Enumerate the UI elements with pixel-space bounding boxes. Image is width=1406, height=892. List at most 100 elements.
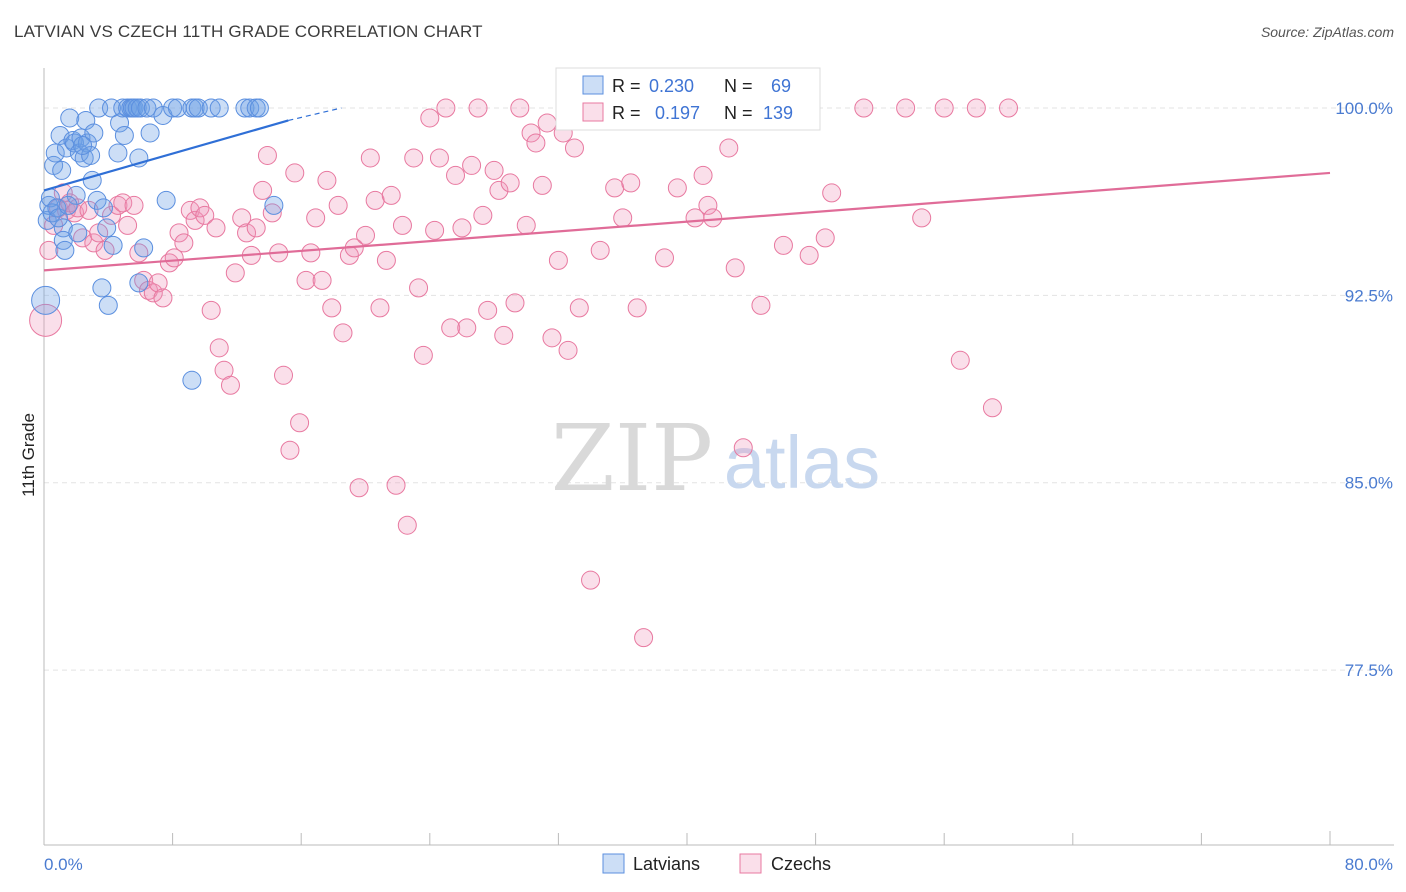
series-latvians — [31, 98, 284, 390]
czech-point-119 — [703, 208, 723, 228]
y-tick-label-2: 85.0% — [1345, 474, 1393, 493]
chart-title: LATVIAN VS CZECH 11TH GRADE CORRELATION … — [14, 22, 483, 41]
czech-point-75 — [425, 220, 445, 240]
legend-n-label-blue: N = — [724, 76, 753, 96]
latvian-point-66 — [73, 135, 93, 155]
czech-point-68 — [386, 475, 406, 495]
czech-point-33 — [201, 300, 221, 320]
legend-swatch-pink — [582, 102, 604, 122]
czech-point-76 — [429, 148, 449, 168]
czech-point-137 — [966, 98, 986, 118]
legend-r-label-blue: R = — [612, 76, 641, 96]
czech-point-77 — [436, 98, 456, 118]
latvian-point-63 — [182, 370, 202, 390]
czech-point-85 — [478, 300, 498, 320]
czech-point-84 — [473, 205, 493, 225]
czech-point-50 — [290, 413, 310, 433]
czech-point-123 — [733, 438, 753, 458]
czech-trend-line — [43, 171, 1331, 272]
latvian-point-67 — [48, 208, 68, 228]
czech-point-63 — [360, 148, 380, 168]
latvian-point-9 — [52, 160, 72, 180]
czech-point-43 — [253, 180, 273, 200]
czech-point-134 — [912, 208, 932, 228]
czech-point-51 — [296, 270, 316, 290]
czech-point-118 — [698, 195, 718, 215]
legend-r-label-pink: R = — [612, 103, 641, 123]
czech-point-87 — [489, 180, 509, 200]
latvian-point-14 — [60, 108, 80, 128]
czech-point-20 — [134, 270, 154, 290]
czech-point-136 — [950, 350, 970, 370]
latvian-point-61 — [264, 195, 284, 215]
latvian-point-7 — [47, 198, 67, 218]
czech-point-139 — [982, 398, 1002, 418]
czech-point-26 — [164, 248, 184, 268]
series-czechs — [29, 98, 1018, 648]
czech-point-57 — [328, 195, 348, 215]
czech-point-23 — [148, 273, 168, 293]
latvian-point-60 — [249, 98, 269, 118]
latvian-point-0 — [31, 285, 61, 315]
czech-point-37 — [220, 375, 240, 395]
legend-swatch-blue — [582, 75, 604, 95]
czech-point-22 — [143, 283, 163, 303]
czech-point-132 — [854, 98, 874, 118]
czech-point-95 — [532, 175, 552, 195]
czech-point-56 — [322, 298, 342, 318]
czech-point-47 — [274, 365, 294, 385]
czech-point-104 — [590, 240, 610, 260]
czech-point-103 — [581, 570, 601, 590]
latvian-point-55 — [201, 98, 221, 118]
x-tick-label-min: 0.0% — [44, 855, 83, 874]
bottom-legend-label-latvians: Latvians — [633, 854, 700, 874]
czech-point-52 — [301, 243, 321, 263]
bottom-legend-swatch-czechs — [739, 853, 762, 874]
czech-point-133 — [896, 98, 916, 118]
czech-point-117 — [693, 165, 713, 185]
czech-point-89 — [500, 173, 520, 193]
czech-point-48 — [280, 440, 300, 460]
bottom-legend: Latvians Czechs — [602, 853, 831, 874]
czech-point-72 — [409, 278, 429, 298]
czech-point-100 — [558, 340, 578, 360]
czech-point-38 — [225, 263, 245, 283]
legend-n-label-pink: N = — [724, 103, 753, 123]
czech-point-53 — [306, 208, 326, 228]
czech-point-18 — [124, 195, 144, 215]
czech-point-83 — [468, 98, 488, 118]
y-tick-label-1: 92.5% — [1345, 286, 1393, 305]
czech-point-78 — [441, 318, 461, 338]
bottom-legend-swatch-latvians — [602, 853, 625, 874]
czech-point-121 — [719, 138, 739, 158]
latvian-point-34 — [108, 143, 128, 163]
latvian-point-64 — [129, 273, 149, 293]
czech-point-102 — [569, 298, 589, 318]
czech-point-81 — [457, 318, 477, 338]
czech-point-79 — [446, 165, 466, 185]
latvian-point-31 — [98, 295, 118, 315]
czech-point-27 — [169, 223, 189, 243]
latvian-point-46 — [137, 98, 157, 118]
latvian-point-47 — [140, 123, 160, 143]
czech-point-114 — [667, 178, 687, 198]
czech-point-17 — [118, 215, 138, 235]
czech-point-110 — [634, 628, 654, 648]
watermark-zip: ZIP — [551, 405, 713, 512]
czech-point-10 — [79, 200, 99, 220]
latvian-point-57 — [235, 98, 255, 118]
latvian-point-32 — [102, 98, 122, 118]
grid — [44, 107, 1394, 671]
czech-point-127 — [773, 235, 793, 255]
czech-point-130 — [815, 228, 835, 248]
latvian-point-50 — [163, 98, 183, 118]
czech-point-11 — [84, 233, 104, 253]
legend-n-value-pink: 139 — [763, 103, 793, 123]
y-tick-label-0: 100.0% — [1335, 99, 1393, 118]
latvian-point-45 — [134, 238, 154, 258]
czech-point-62 — [356, 225, 375, 245]
czech-point-40 — [237, 223, 257, 243]
latvian-point-29 — [92, 278, 112, 298]
latvian-point-12 — [55, 240, 75, 260]
latvian-point-27 — [87, 190, 107, 210]
